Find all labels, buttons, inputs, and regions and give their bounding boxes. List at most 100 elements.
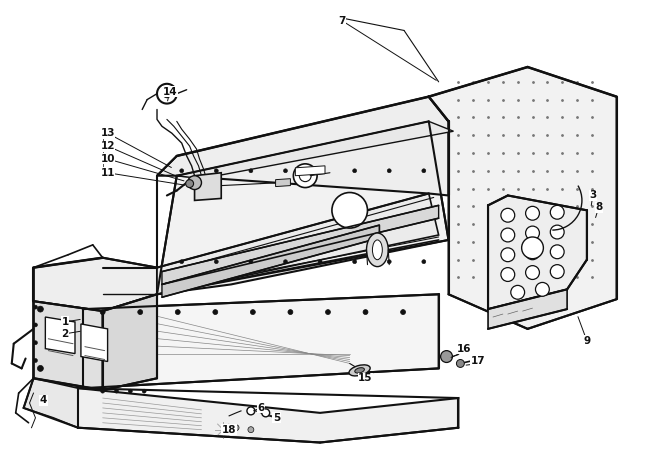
- Circle shape: [138, 310, 143, 314]
- Text: 8: 8: [595, 202, 603, 212]
- Ellipse shape: [349, 365, 370, 376]
- Circle shape: [249, 260, 253, 264]
- Text: 5: 5: [273, 413, 280, 423]
- Circle shape: [288, 310, 293, 314]
- Circle shape: [353, 260, 357, 264]
- Polygon shape: [46, 317, 75, 353]
- Circle shape: [38, 366, 44, 371]
- Circle shape: [100, 310, 105, 314]
- Polygon shape: [78, 388, 458, 443]
- Circle shape: [318, 260, 322, 264]
- Polygon shape: [81, 324, 108, 361]
- Circle shape: [501, 248, 515, 262]
- Circle shape: [214, 260, 218, 264]
- Polygon shape: [295, 166, 325, 176]
- Text: 4: 4: [40, 395, 47, 405]
- Circle shape: [214, 169, 218, 173]
- Text: 7: 7: [338, 16, 346, 25]
- Circle shape: [511, 285, 525, 299]
- Circle shape: [248, 427, 254, 433]
- Circle shape: [283, 169, 287, 173]
- Circle shape: [250, 310, 255, 314]
- Text: 15: 15: [358, 373, 372, 384]
- Text: 11: 11: [100, 168, 115, 178]
- Polygon shape: [276, 179, 291, 187]
- Circle shape: [326, 310, 330, 314]
- Circle shape: [526, 246, 540, 260]
- Circle shape: [422, 260, 426, 264]
- Circle shape: [400, 310, 406, 314]
- Polygon shape: [177, 121, 454, 179]
- Text: 18: 18: [222, 425, 237, 435]
- Polygon shape: [429, 67, 616, 329]
- Circle shape: [233, 425, 239, 431]
- Text: 14: 14: [162, 86, 177, 97]
- Text: 6: 6: [257, 403, 265, 413]
- Circle shape: [363, 310, 368, 314]
- Text: 17: 17: [471, 356, 486, 367]
- Circle shape: [101, 389, 105, 393]
- Circle shape: [34, 359, 38, 362]
- Circle shape: [176, 310, 180, 314]
- Text: 10: 10: [100, 154, 115, 164]
- Circle shape: [293, 164, 317, 188]
- Circle shape: [501, 208, 515, 222]
- Circle shape: [142, 389, 146, 393]
- Circle shape: [522, 237, 543, 258]
- Circle shape: [299, 170, 311, 181]
- Polygon shape: [157, 121, 448, 294]
- Circle shape: [332, 193, 367, 228]
- Circle shape: [262, 409, 270, 417]
- Circle shape: [353, 169, 357, 173]
- Circle shape: [249, 169, 253, 173]
- Polygon shape: [34, 258, 157, 311]
- Circle shape: [318, 169, 322, 173]
- Circle shape: [180, 169, 184, 173]
- Text: 13: 13: [100, 128, 115, 138]
- Polygon shape: [83, 294, 439, 388]
- Ellipse shape: [367, 233, 388, 266]
- Text: 3: 3: [589, 190, 597, 201]
- Circle shape: [422, 169, 426, 173]
- Circle shape: [551, 225, 564, 239]
- Circle shape: [551, 205, 564, 219]
- Polygon shape: [488, 196, 587, 309]
- Circle shape: [456, 360, 464, 368]
- Text: 12: 12: [100, 141, 115, 151]
- Circle shape: [157, 84, 177, 103]
- Text: 9: 9: [583, 336, 590, 346]
- Circle shape: [536, 282, 549, 296]
- Polygon shape: [157, 97, 448, 196]
- Circle shape: [526, 206, 540, 220]
- Polygon shape: [194, 173, 221, 200]
- Ellipse shape: [355, 368, 365, 373]
- Circle shape: [387, 169, 391, 173]
- Circle shape: [501, 228, 515, 242]
- Polygon shape: [162, 205, 439, 284]
- Polygon shape: [488, 290, 567, 329]
- Circle shape: [551, 265, 564, 279]
- Polygon shape: [162, 225, 380, 297]
- Circle shape: [441, 351, 452, 362]
- Circle shape: [128, 389, 133, 393]
- Circle shape: [34, 323, 38, 327]
- Circle shape: [247, 407, 255, 415]
- Polygon shape: [34, 301, 103, 390]
- Circle shape: [114, 389, 118, 393]
- Circle shape: [180, 260, 184, 264]
- Circle shape: [501, 267, 515, 282]
- Circle shape: [188, 176, 202, 189]
- Polygon shape: [157, 194, 439, 294]
- Circle shape: [387, 260, 391, 264]
- Circle shape: [186, 180, 194, 188]
- Circle shape: [551, 245, 564, 258]
- Polygon shape: [103, 294, 157, 390]
- Circle shape: [163, 90, 171, 98]
- Text: 16: 16: [457, 344, 472, 353]
- Text: 1: 1: [62, 317, 69, 327]
- Circle shape: [38, 306, 44, 312]
- Circle shape: [226, 426, 233, 433]
- Ellipse shape: [372, 240, 382, 260]
- Polygon shape: [23, 378, 78, 428]
- Circle shape: [34, 305, 38, 309]
